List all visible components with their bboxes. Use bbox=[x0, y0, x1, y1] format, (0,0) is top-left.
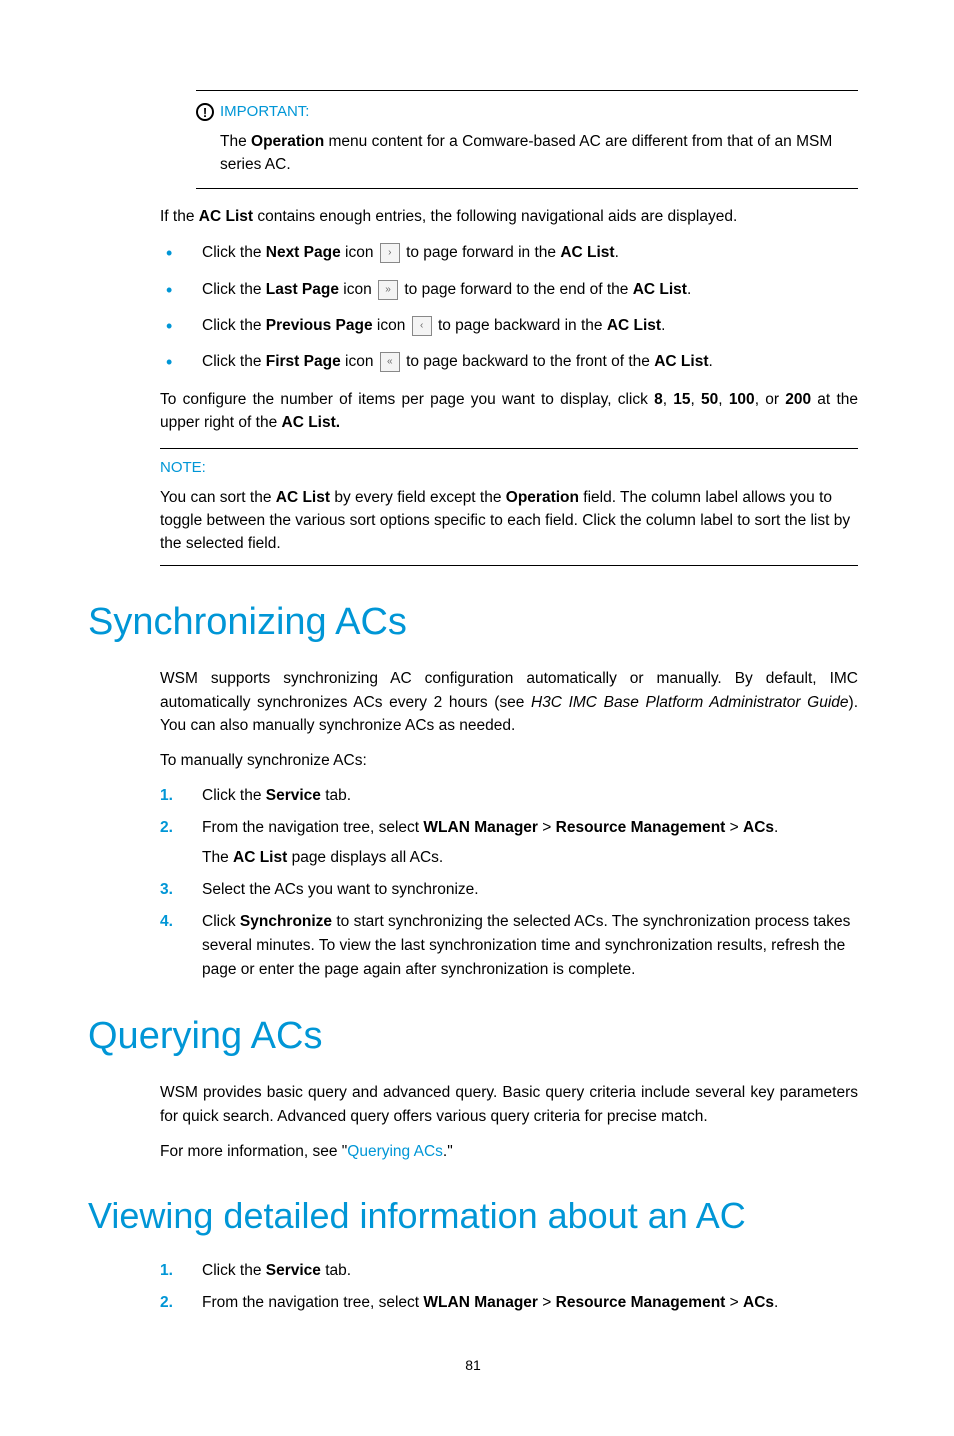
nav-aid-list: Click the Next Page icon › to page forwa… bbox=[160, 240, 858, 375]
step-item: Click the Service tab. bbox=[160, 784, 858, 808]
previous-page-icon: ‹ bbox=[412, 316, 432, 336]
list-item: Click the Previous Page icon ‹ to page b… bbox=[160, 313, 858, 339]
sync-para2: To manually synchronize ACs: bbox=[160, 749, 858, 772]
note-label: NOTE: bbox=[160, 457, 858, 480]
first-page-icon: « bbox=[380, 352, 400, 372]
heading-viewing: Viewing detailed information about an AC bbox=[88, 1189, 858, 1243]
page-number: 81 bbox=[88, 1355, 858, 1376]
list-item: Click the Next Page icon › to page forwa… bbox=[160, 240, 858, 266]
intro-paragraph: If the AC List contains enough entries, … bbox=[160, 205, 858, 228]
sync-steps: Click the Service tab. From the navigati… bbox=[160, 784, 858, 982]
step-item: Click the Service tab. bbox=[160, 1259, 858, 1283]
note-body: You can sort the AC List by every field … bbox=[160, 486, 858, 556]
important-label: IMPORTANT: bbox=[220, 101, 309, 124]
page-container: ! IMPORTANT: The Operation menu content … bbox=[0, 0, 954, 1436]
important-callout: ! IMPORTANT: The Operation menu content … bbox=[196, 90, 858, 189]
step-item: From the navigation tree, select WLAN Ma… bbox=[160, 816, 858, 870]
important-header: ! IMPORTANT: bbox=[196, 101, 858, 124]
step-item: Click Synchronize to start synchronizing… bbox=[160, 910, 858, 982]
important-body: The Operation menu content for a Comware… bbox=[220, 130, 858, 177]
note-callout: NOTE: You can sort the AC List by every … bbox=[160, 448, 858, 566]
step-item: Select the ACs you want to synchronize. bbox=[160, 878, 858, 902]
querying-acs-link[interactable]: Querying ACs bbox=[347, 1143, 443, 1160]
last-page-icon: » bbox=[378, 280, 398, 300]
sync-para1: WSM supports synchronizing AC configurat… bbox=[160, 667, 858, 737]
next-page-icon: › bbox=[380, 243, 400, 263]
config-paragraph: To configure the number of items per pag… bbox=[160, 388, 858, 435]
heading-synchronizing: Synchronizing ACs bbox=[88, 594, 858, 651]
query-para2: For more information, see "Querying ACs.… bbox=[160, 1140, 858, 1163]
important-icon: ! bbox=[196, 103, 214, 121]
query-para1: WSM provides basic query and advanced qu… bbox=[160, 1081, 858, 1128]
heading-querying: Querying ACs bbox=[88, 1008, 858, 1065]
list-item: Click the First Page icon « to page back… bbox=[160, 349, 858, 375]
step-item: From the navigation tree, select WLAN Ma… bbox=[160, 1291, 858, 1315]
list-item: Click the Last Page icon » to page forwa… bbox=[160, 277, 858, 303]
view-steps: Click the Service tab. From the navigati… bbox=[160, 1259, 858, 1315]
step-subtext: The AC List page displays all ACs. bbox=[202, 846, 858, 870]
